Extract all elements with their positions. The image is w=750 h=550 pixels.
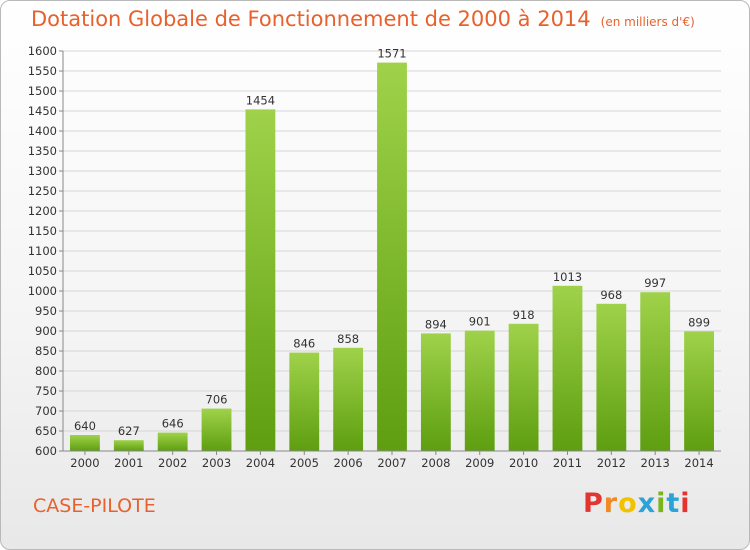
y-tick-label: 750 [35, 384, 57, 398]
data-label: 858 [337, 332, 359, 346]
x-tick-label: 2008 [421, 456, 450, 470]
logo-letter: x [637, 488, 657, 519]
x-tick-label: 2002 [158, 456, 187, 470]
data-label: 968 [600, 288, 622, 302]
x-tick-label: 2009 [465, 456, 494, 470]
bar-2008 [420, 333, 451, 451]
bars [70, 62, 714, 452]
y-tick-label: 1100 [28, 244, 57, 258]
logo-letter: i [656, 488, 667, 519]
data-label: 640 [74, 419, 96, 433]
chart-unit-text: (en milliers d'€) [600, 15, 695, 29]
bar-2001 [113, 440, 144, 451]
y-tick-label: 1600 [28, 44, 57, 58]
data-label: 1571 [377, 47, 406, 61]
bar-2009 [464, 330, 495, 451]
data-label: 899 [688, 315, 710, 329]
bar-2004 [245, 109, 276, 452]
y-tick-label: 1450 [28, 104, 57, 118]
x-tick-label: 2011 [553, 456, 582, 470]
x-tick-label: 2000 [70, 456, 99, 470]
proxiti-logo: Proxiti [583, 488, 691, 519]
labels: 600 650 700 750 800 850 900 950 1000 1050 1100 1150… [28, 44, 714, 470]
bar-2011 [552, 285, 583, 451]
y-tick-label: 1200 [28, 204, 57, 218]
bar-2000 [70, 435, 100, 451]
bar-2002 [157, 432, 188, 451]
data-label: 1454 [246, 93, 275, 107]
x-tick-label: 2012 [597, 456, 626, 470]
y-tick-label: 900 [35, 324, 57, 338]
chart-title-text: Dotation Globale de Fonctionnement de 20… [31, 7, 591, 31]
bar-2005 [289, 352, 320, 451]
x-tick-label: 2007 [377, 456, 406, 470]
logo-letter: r [603, 488, 619, 519]
data-label: 627 [118, 424, 140, 438]
bar-2006 [333, 347, 364, 451]
data-label: 901 [469, 315, 491, 329]
data-label: 894 [425, 317, 447, 331]
y-tick-label: 1350 [28, 144, 57, 158]
y-tick-label: 1050 [28, 264, 57, 278]
bar-2010 [508, 323, 539, 451]
y-tick-label: 1500 [28, 84, 57, 98]
x-tick-label: 2001 [114, 456, 143, 470]
data-label: 997 [644, 276, 666, 290]
data-label: 918 [513, 308, 535, 322]
y-tick-label: 1250 [28, 184, 57, 198]
data-label: 646 [162, 417, 184, 431]
data-label: 846 [293, 337, 315, 351]
bar-2012 [596, 303, 627, 451]
y-tick-label: 1400 [28, 124, 57, 138]
bar-2007 [377, 62, 407, 451]
data-label: 1013 [553, 270, 582, 284]
axes [59, 50, 721, 455]
x-tick-label: 2003 [202, 456, 231, 470]
y-tick-label: 950 [35, 304, 57, 318]
x-tick-label: 2014 [684, 456, 713, 470]
y-tick-label: 800 [35, 364, 57, 378]
y-tick-label: 650 [35, 424, 57, 438]
logo-letter: P [583, 488, 604, 519]
y-tick-label: 600 [35, 444, 57, 458]
bar-2003 [201, 408, 232, 451]
y-tick-label: 1000 [28, 284, 57, 298]
y-tick-label: 1550 [28, 64, 57, 78]
y-tick-label: 700 [35, 404, 57, 418]
x-tick-label: 2010 [509, 456, 538, 470]
x-tick-label: 2005 [290, 456, 319, 470]
x-tick-label: 2013 [641, 456, 670, 470]
bar-2013 [640, 292, 671, 451]
x-tick-label: 2006 [333, 456, 362, 470]
bar-2014 [684, 331, 714, 451]
data-label: 706 [206, 393, 228, 407]
chart-title: Dotation Globale de Fonctionnement de 20… [31, 7, 695, 31]
y-tick-label: 1300 [28, 164, 57, 178]
y-tick-label: 1150 [28, 224, 57, 238]
logo-letter: t [666, 488, 681, 519]
logo-letter: o [618, 488, 638, 519]
logo-letter: i [680, 488, 691, 519]
place-name: CASE-PILOTE [33, 495, 156, 517]
y-tick-label: 850 [35, 344, 57, 358]
x-tick-label: 2004 [246, 456, 275, 470]
